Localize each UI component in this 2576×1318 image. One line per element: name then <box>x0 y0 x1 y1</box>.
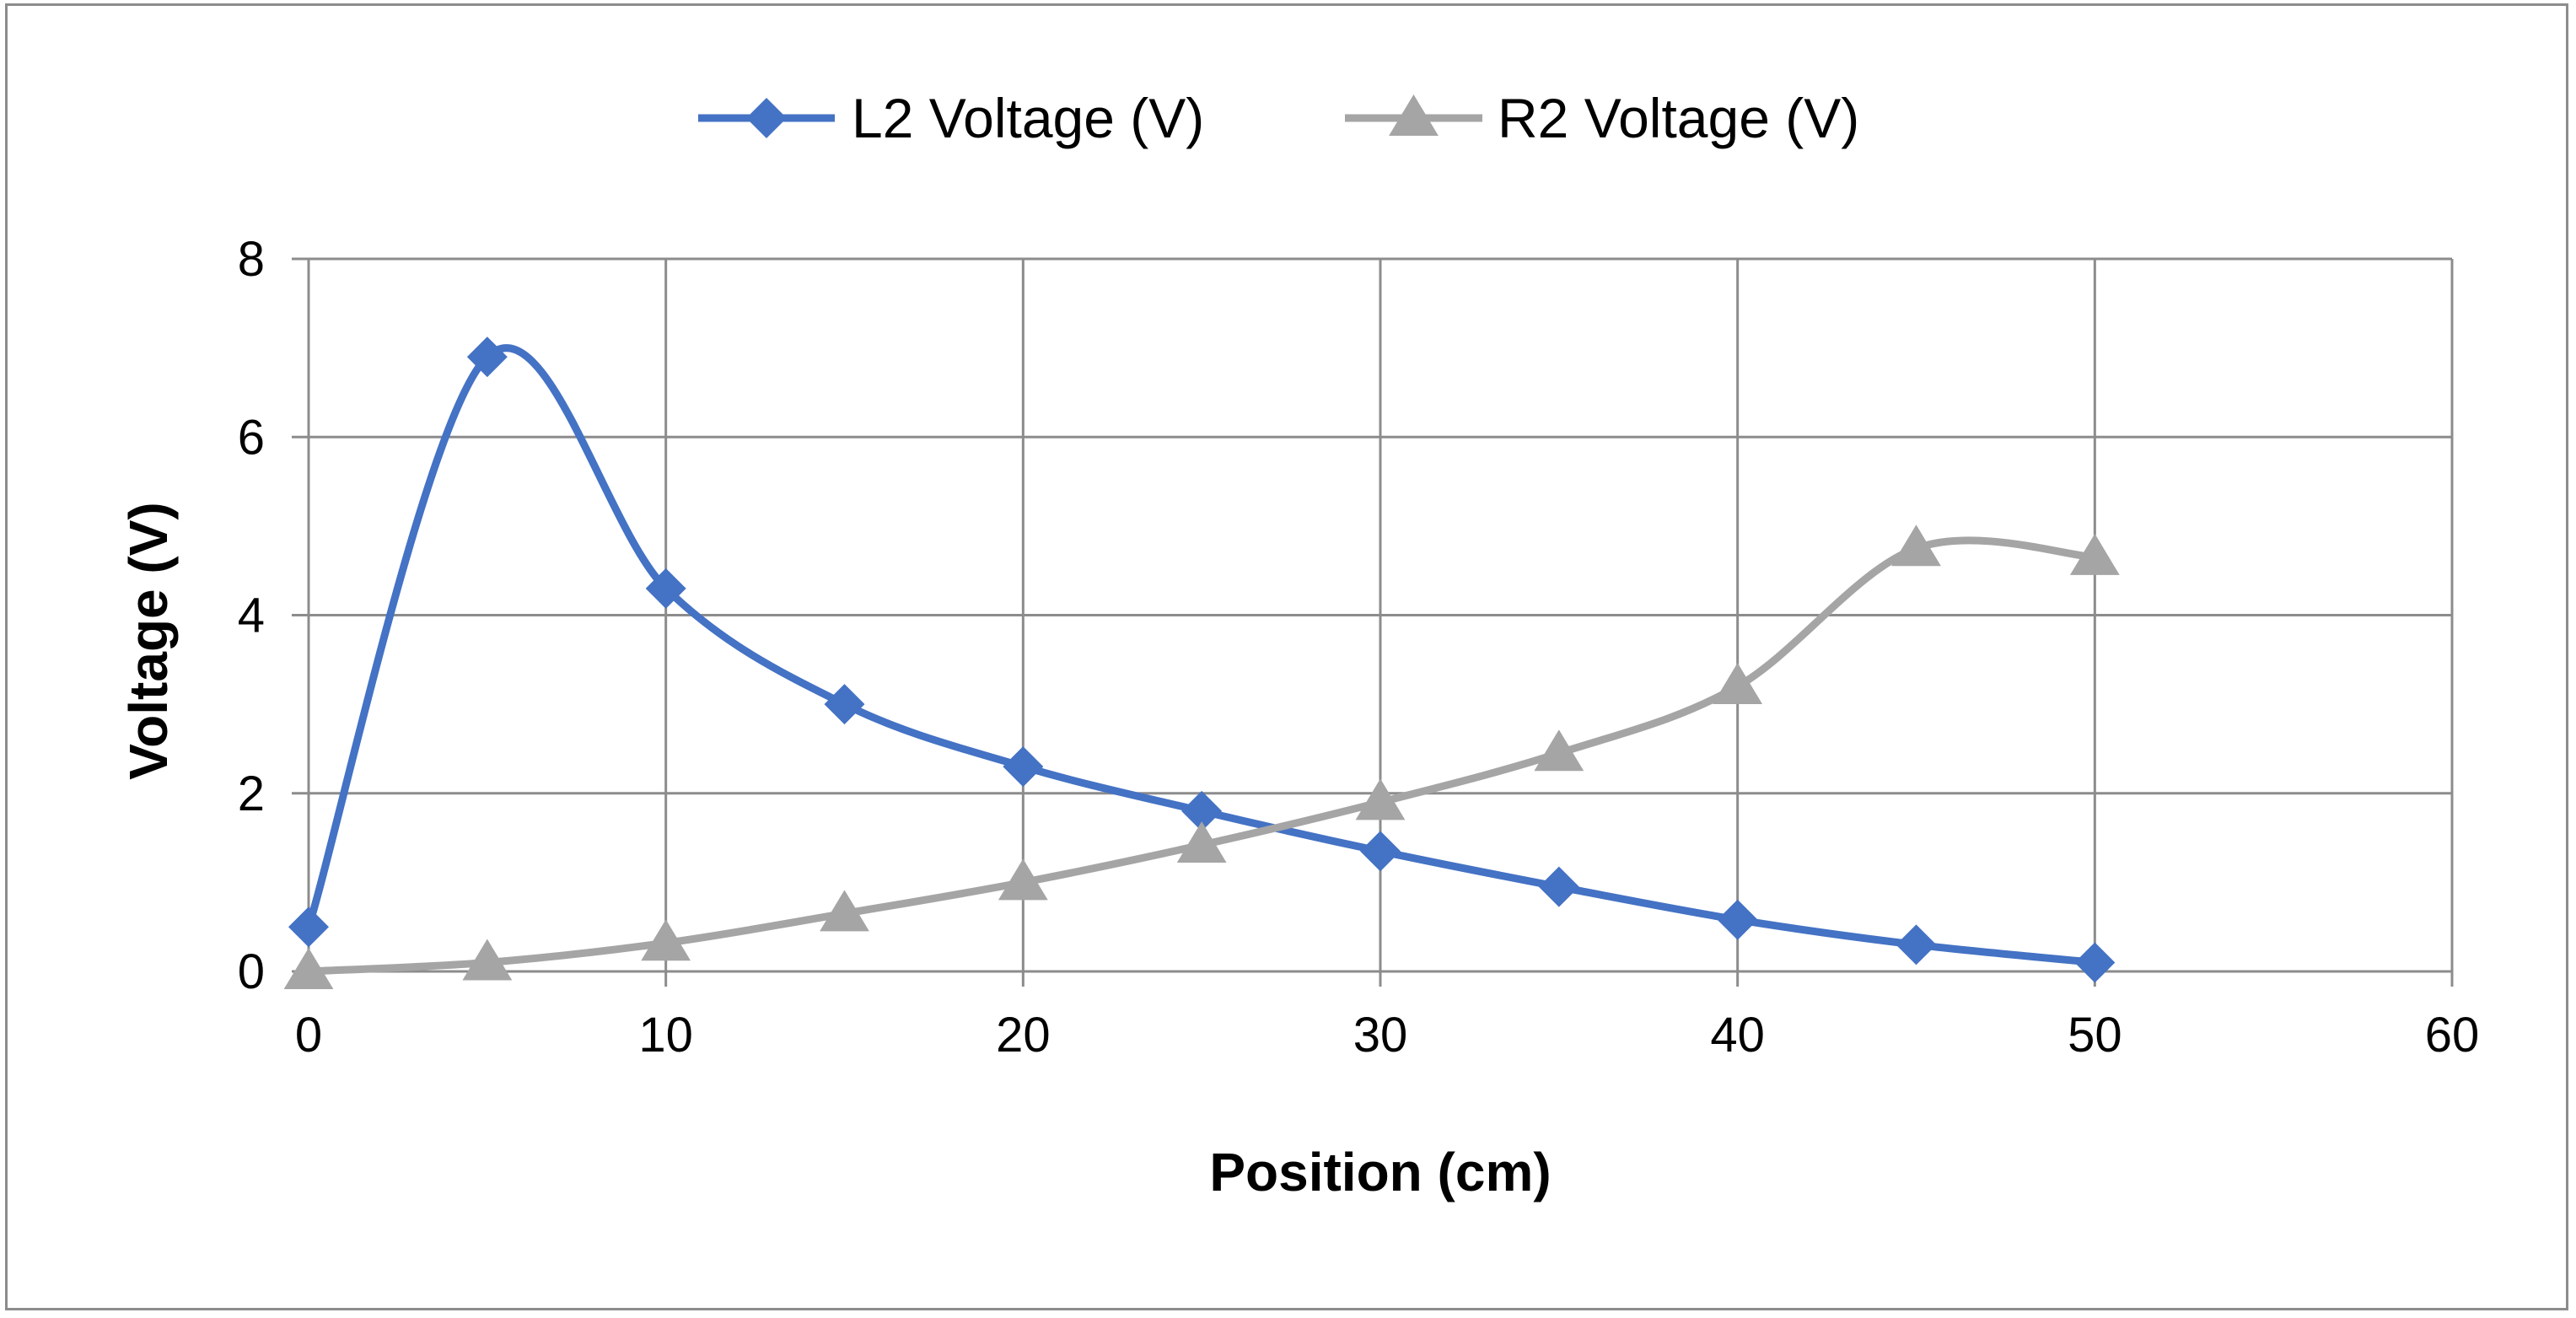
x-tick-label-40: 40 <box>1710 1008 1765 1062</box>
x-tick-label-0: 0 <box>295 1008 322 1062</box>
x-tick-label-60: 60 <box>2425 1008 2480 1062</box>
data-point-r2-voltage-v-x45 <box>1891 525 1941 567</box>
series-line-r2-voltage-v <box>304 536 2099 976</box>
data-point-r2-voltage-v-x40 <box>1713 663 1763 704</box>
x-tick-label-30: 30 <box>1353 1008 1408 1062</box>
data-point-r2-voltage-v-x25 <box>1176 821 1227 863</box>
data-point-r2-voltage-v-x10 <box>641 919 691 961</box>
data-point-l2-voltage-v-x50 <box>2074 942 2116 983</box>
data-point-l2-voltage-v-x25 <box>1181 790 1223 831</box>
y-axis-title: Voltage (V) <box>118 502 179 780</box>
y-tick-label-6: 6 <box>238 410 265 465</box>
legend-label-r2: R2 Voltage (V) <box>1498 87 1859 149</box>
legend-marker-r2-triangle <box>1389 94 1439 136</box>
series-r2-voltage-v <box>283 525 2120 989</box>
data-point-r2-voltage-v-x35 <box>1534 729 1584 772</box>
series-l2-voltage-v <box>288 336 2116 983</box>
data-point-l2-voltage-v-x15 <box>824 684 865 725</box>
y-tick-label-2: 2 <box>238 767 265 821</box>
data-point-l2-voltage-v-x35 <box>1538 866 1579 907</box>
data-point-r2-voltage-v-x20 <box>998 858 1048 901</box>
data-point-l2-voltage-v-x5 <box>466 336 508 378</box>
data-point-l2-voltage-v-x30 <box>1360 831 1401 872</box>
y-tick-label-0: 0 <box>238 944 265 999</box>
gridlines <box>292 257 2454 987</box>
legend-label-l2: L2 Voltage (V) <box>852 87 1204 149</box>
legend: L2 Voltage (V) R2 Voltage (V) <box>698 87 1859 149</box>
data-point-l2-voltage-v-x45 <box>1896 924 1937 966</box>
chart-frame <box>5 3 2568 1310</box>
series-layer <box>283 336 2120 989</box>
x-axis-title: Position (cm) <box>1209 1142 1551 1202</box>
data-point-r2-voltage-v-x0 <box>283 948 334 989</box>
x-axis-ticks: 0 10 20 30 40 50 60 <box>295 1008 2479 1062</box>
series-line-l2-voltage-v <box>304 344 2099 966</box>
legend-item-r2: R2 Voltage (V) <box>1345 87 1859 149</box>
data-point-r2-voltage-v-x5 <box>462 939 513 981</box>
x-tick-label-10: 10 <box>638 1008 693 1062</box>
data-point-r2-voltage-v-x30 <box>1355 778 1406 820</box>
data-point-l2-voltage-v-x0 <box>288 906 329 948</box>
y-axis-ticks: 0 2 4 6 8 <box>238 232 265 999</box>
data-point-l2-voltage-v-x40 <box>1717 899 1758 940</box>
x-tick-label-20: 20 <box>996 1008 1051 1062</box>
y-tick-label-4: 4 <box>238 589 265 643</box>
data-point-r2-voltage-v-x15 <box>820 890 869 932</box>
data-point-r2-voltage-v-x50 <box>2069 533 2120 575</box>
data-point-l2-voltage-v-x10 <box>645 568 686 609</box>
data-point-l2-voltage-v-x20 <box>1003 746 1044 788</box>
x-tick-label-50: 50 <box>2068 1008 2122 1062</box>
legend-item-l2: L2 Voltage (V) <box>698 87 1204 149</box>
y-tick-label-8: 8 <box>238 232 265 287</box>
legend-marker-l2-diamond <box>746 98 787 138</box>
